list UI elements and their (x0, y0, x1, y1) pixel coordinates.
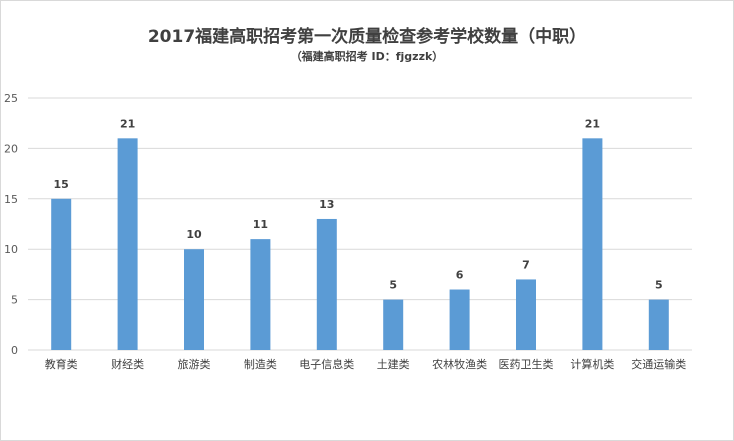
data-label: 21 (120, 117, 135, 130)
y-tick-label: 0 (11, 344, 18, 357)
x-category-label: 计算机类 (570, 357, 614, 371)
data-label: 21 (585, 117, 600, 130)
data-label: 11 (253, 218, 268, 231)
y-tick-label: 15 (4, 193, 18, 206)
bar (516, 279, 536, 350)
bars (51, 138, 669, 350)
bar (383, 299, 404, 350)
data-label: 5 (655, 279, 663, 292)
x-category-label: 电子信息类 (299, 357, 354, 371)
x-axis-categories: 教育类 财经类 旅游类 制造类 电子信息类 土建类 农林牧渔类 医药卫生类 计算机类 交通运输类 (45, 357, 687, 371)
y-tick-label: 20 (4, 142, 18, 155)
x-category-label: 制造类 (244, 357, 277, 371)
data-labels: 15 21 10 11 13 5 6 7 21 5 (54, 117, 663, 291)
bar (184, 249, 204, 350)
y-tick-label: 10 (4, 243, 18, 256)
x-category-label: 医药卫生类 (499, 357, 554, 371)
x-category-label: 教育类 (45, 357, 78, 371)
y-tick-label: 5 (11, 294, 18, 307)
bar (250, 239, 271, 350)
data-label: 5 (389, 279, 397, 292)
bar (582, 138, 603, 350)
data-label: 10 (186, 228, 202, 241)
data-label: 7 (522, 258, 530, 271)
bar (117, 138, 138, 350)
y-axis-ticks: 0 5 10 15 20 25 (4, 92, 18, 357)
bar (449, 289, 470, 350)
data-label: 13 (319, 198, 334, 211)
chart-subtitle: （福建高职招考 ID：fjgzzk） (290, 50, 444, 63)
chart-title: 2017福建高职招考第一次质量检查参考学校数量（中职） (147, 27, 587, 47)
y-tick-label: 25 (4, 92, 18, 105)
x-category-label: 旅游类 (178, 357, 211, 371)
data-label: 6 (456, 269, 464, 282)
bar (51, 198, 72, 350)
bar (316, 218, 337, 350)
x-category-label: 财经类 (111, 357, 144, 371)
bar (648, 299, 669, 350)
gridlines (28, 97, 692, 351)
x-category-label: 交通运输类 (631, 357, 686, 371)
x-category-label: 农林牧渔类 (432, 357, 487, 371)
x-category-label: 土建类 (377, 357, 410, 371)
data-label: 15 (54, 178, 69, 191)
